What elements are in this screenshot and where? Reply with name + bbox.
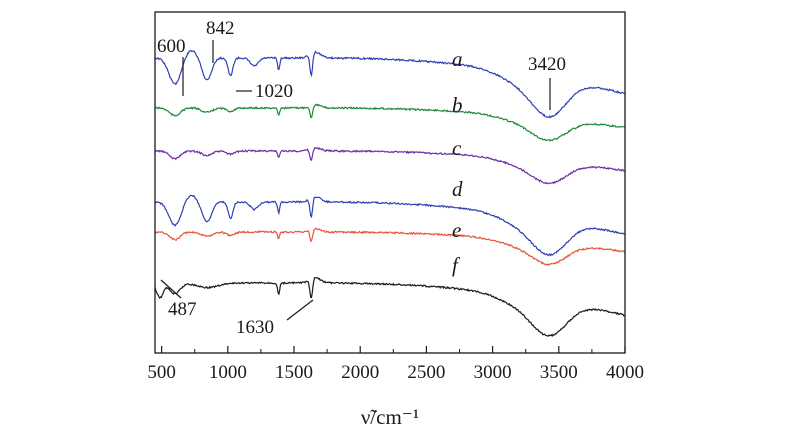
series-line-d (154, 194, 625, 257)
series-label-b: b (452, 93, 463, 117)
annotation-487: 487 (168, 299, 197, 320)
annotation-1020: 1020 (255, 81, 293, 102)
series-label-c: c (452, 136, 462, 160)
annotation-1630: 1630 (236, 317, 274, 338)
annotation-3420: 3420 (528, 54, 566, 75)
series-label-f: f (452, 253, 461, 277)
x-tick-label-1500: 1500 (275, 362, 313, 383)
x-tick-label-4000: 4000 (606, 362, 644, 383)
series-line-b (154, 103, 625, 142)
annotation-leader-1630 (286, 299, 314, 321)
x-tick-label-500: 500 (147, 362, 176, 383)
plot-frame (154, 11, 626, 354)
x-tick-label-3500: 3500 (540, 362, 578, 383)
series-label-e: e (452, 218, 461, 242)
x-tick-label-2500: 2500 (407, 362, 445, 383)
series-label-d: d (452, 177, 463, 201)
x-tick-label-2000: 2000 (341, 362, 379, 383)
series-label-a: a (452, 47, 463, 71)
annotation-842: 842 (206, 18, 235, 39)
x-axis-title: ν̃/cm⁻¹ (361, 405, 419, 429)
series-line-c (154, 146, 625, 185)
x-tick-label-1000: 1000 (209, 362, 247, 383)
annotation-leader-487 (160, 279, 182, 299)
spectra-group (154, 49, 626, 338)
peak-annotations: 600 842 1020 3420 487 1630 (157, 18, 566, 338)
annotation-600: 600 (157, 36, 186, 57)
series-line-a (154, 49, 625, 119)
series-line-e (154, 227, 626, 266)
series-line-f (154, 276, 625, 338)
x-tick-label-3000: 3000 (474, 362, 512, 383)
x-axis-ticks: 500 1000 1500 2000 2500 3000 3500 4000 (147, 346, 644, 383)
